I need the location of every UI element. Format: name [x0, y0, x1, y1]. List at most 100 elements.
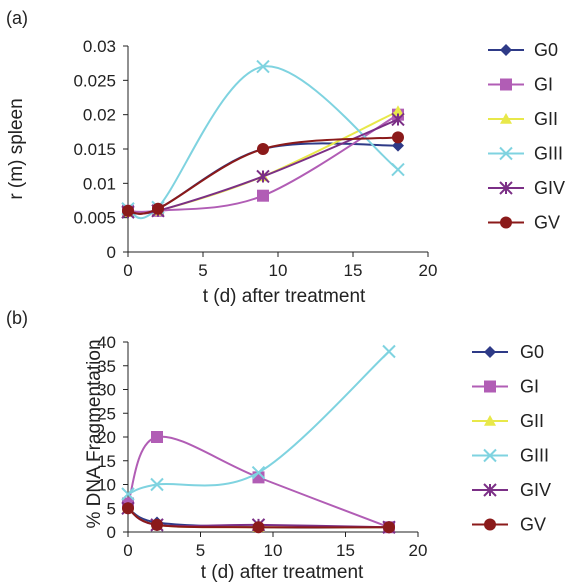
data-point-gi — [151, 431, 163, 443]
data-point-giii — [251, 465, 266, 480]
legend-marker-gii — [500, 113, 512, 124]
legend-marker-g0 — [500, 44, 512, 56]
y-tick-label: 0.015 — [73, 140, 116, 159]
y-ticks-b: 0 5 10 15 20 25 30 35 40 — [97, 333, 128, 542]
series-giii — [121, 344, 396, 501]
data-point-gv — [383, 521, 395, 534]
data-point-giii — [256, 59, 270, 74]
data-point-gv — [122, 204, 134, 217]
legend-label: GII — [520, 411, 544, 431]
series-line-gv — [127, 136, 399, 215]
y-tick-label: 0.03 — [83, 37, 116, 56]
y-tick-label: 0 — [107, 523, 116, 542]
legend-item-giv: GIV — [472, 480, 551, 500]
legend-item-giii: GIII — [472, 446, 549, 466]
legend-item-gii: GII — [472, 411, 544, 431]
legend-marker-gi — [500, 78, 512, 91]
data-point-giv — [256, 169, 270, 184]
series-line-giii — [127, 350, 390, 495]
x-tick-label: 20 — [409, 541, 428, 560]
legend-item-gii: GII — [488, 109, 558, 129]
legend-item-g0: G0 — [488, 40, 558, 60]
panel-b: (b) 0 5 10 15 20 25 30 35 40 0 5 10 15 20 t (d) afte… — [6, 308, 551, 583]
legend-label: GIV — [534, 178, 565, 198]
data-point-gv — [392, 131, 404, 144]
y-tick-label: 0.005 — [73, 209, 116, 228]
series-gi — [122, 431, 395, 534]
x-ticks-b: 0 5 10 15 20 — [123, 532, 427, 560]
data-point-g0 — [392, 139, 404, 152]
legend-marker-gi — [484, 380, 496, 393]
x-tick-label: 20 — [419, 261, 438, 280]
series-line-gi — [127, 113, 399, 213]
data-point-giii — [121, 487, 135, 501]
plot-area-a: 0 0.005 0.01 0.015 0.02 0.025 0.03 0 5 10 15 20 — [73, 37, 437, 280]
y-tick-label: 15 — [97, 452, 116, 471]
legend-item-gv: GV — [488, 213, 560, 233]
y-ticks-a: 0 0.005 0.01 0.015 0.02 0.025 0.03 — [73, 37, 128, 262]
y-tick-label: 35 — [97, 357, 116, 376]
legend-label: GIII — [520, 446, 549, 466]
data-point-gv — [257, 143, 269, 155]
legend-label: GIV — [520, 480, 551, 500]
series-gv — [122, 502, 395, 534]
legend-marker-g0 — [484, 346, 496, 358]
x-tick-label: 5 — [196, 541, 205, 560]
legend-label: GI — [534, 75, 553, 95]
legend-label: GII — [534, 109, 558, 129]
legend-marker-giv — [483, 483, 497, 497]
y-tick-label: 0.025 — [73, 71, 116, 90]
legend-marker-giv — [499, 181, 513, 195]
legend-a: G0 GI GII GIII GIV GV — [488, 40, 565, 233]
legend-label: GV — [534, 213, 560, 233]
y-axis-title-b: % DNA Fragmentation — [84, 339, 105, 528]
data-point-gv — [152, 202, 164, 215]
legend-b: G0 GI GII GIII GIV GV — [472, 342, 551, 535]
data-point-gi — [257, 189, 269, 202]
x-tick-label: 0 — [123, 541, 132, 560]
data-point-giii — [150, 477, 164, 492]
x-axis-title-a: t (d) after treatment — [203, 286, 366, 307]
y-tick-label: 25 — [97, 404, 116, 423]
x-ticks-a: 0 5 10 15 20 — [123, 252, 437, 280]
x-axis-title-b: t (d) after treatment — [201, 562, 364, 583]
legend-marker-giii — [499, 146, 513, 161]
legend-marker-giii — [483, 448, 497, 463]
x-tick-label: 10 — [269, 261, 288, 280]
panel-a: (a) 0 0.005 0.01 0.015 0.02 0.025 0.03 0 5 10 15 2… — [6, 8, 565, 307]
data-point-giii — [391, 162, 405, 177]
series-line-gi — [127, 435, 390, 529]
plot-area-b: 0 5 10 15 20 25 30 35 40 0 5 10 15 20 — [97, 333, 427, 560]
series-line-giii — [127, 65, 399, 220]
x-tick-label: 0 — [123, 261, 132, 280]
y-tick-label: 0.02 — [83, 106, 116, 125]
legend-item-gi: GI — [488, 75, 553, 95]
legend-label: GI — [520, 377, 539, 397]
y-tick-label: 10 — [97, 476, 116, 495]
x-tick-label: 10 — [264, 541, 283, 560]
x-tick-label: 15 — [344, 261, 363, 280]
data-point-gv — [252, 521, 265, 534]
y-tick-label: 30 — [97, 381, 116, 400]
panel-label-a: (a) — [6, 8, 28, 28]
legend-marker-gv — [500, 216, 512, 229]
legend-marker-gii — [484, 415, 496, 426]
data-point-gii — [392, 105, 404, 117]
y-tick-label: 0 — [107, 243, 116, 262]
data-point-giii — [382, 344, 396, 359]
panel-label-b: (b) — [6, 308, 28, 328]
series-a — [121, 59, 405, 220]
series-gv — [122, 131, 404, 217]
data-point-gv — [122, 502, 134, 515]
x-tick-label: 15 — [336, 541, 355, 560]
series-line-gv — [127, 507, 390, 529]
legend-marker-gv — [484, 518, 496, 531]
legend-label: G0 — [520, 342, 544, 362]
legend-item-gi: GI — [472, 377, 539, 397]
x-tick-label: 5 — [198, 261, 207, 280]
legend-label: G0 — [534, 40, 558, 60]
data-point-gv — [151, 518, 163, 531]
legend-item-gv: GV — [472, 515, 546, 535]
y-axis-title-a: r (m) spleen — [6, 98, 27, 199]
